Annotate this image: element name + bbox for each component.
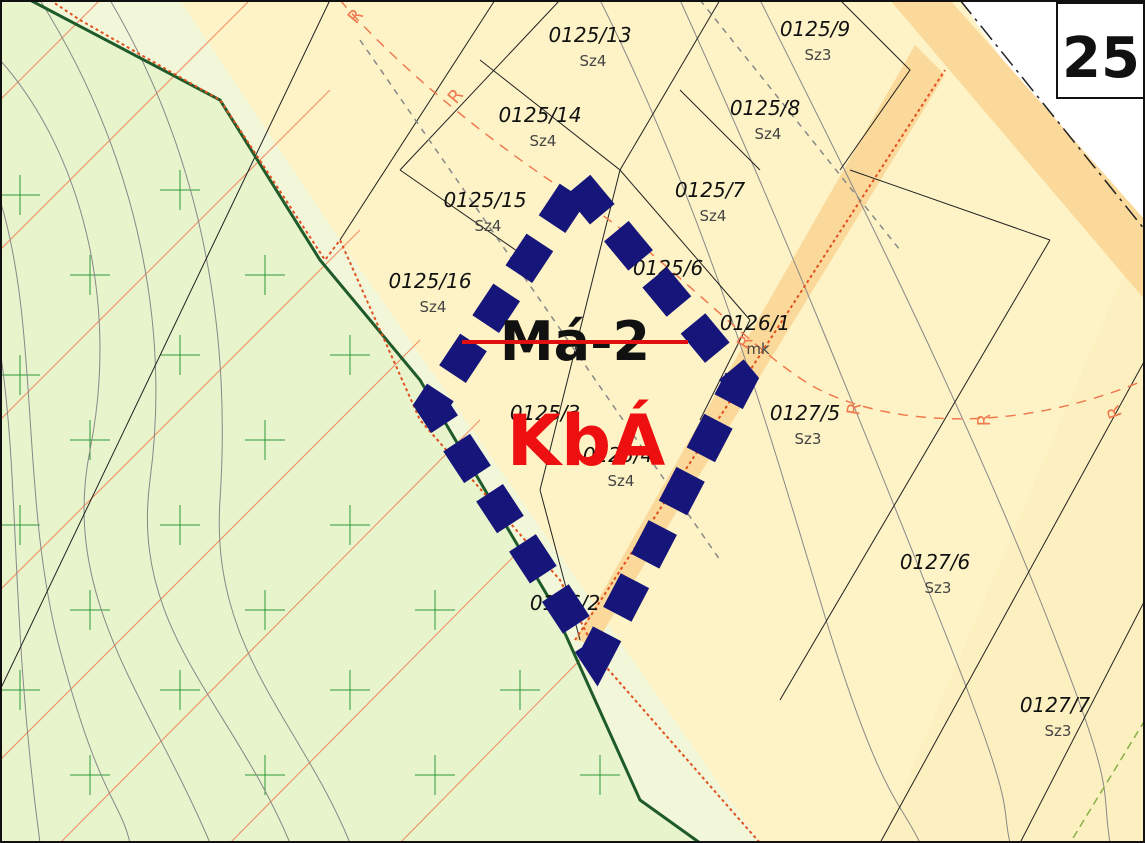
parcel-id: 0125/8: [730, 96, 800, 120]
parcel-code: Sz4: [755, 125, 782, 143]
parcel-id: 0127/5: [770, 401, 840, 425]
parcel-code: Sz4: [580, 52, 607, 70]
map-number: 25.: [1062, 26, 1145, 91]
route-label: R: [974, 414, 995, 427]
parcel-code: Sz3: [1045, 722, 1072, 740]
parcel-id: 0125/9: [780, 17, 850, 41]
parcel-id: 0125/13: [548, 23, 631, 47]
parcel-code: Sz4: [530, 132, 557, 150]
parcel-id: 0127/7: [1020, 693, 1091, 717]
zone-new: KbÁ: [507, 400, 666, 482]
parcel-id: 0125/7: [675, 178, 746, 202]
parcel-code: Sz3: [795, 430, 822, 448]
parcel-code: Sz3: [805, 46, 832, 64]
parcel-id: 0125/14: [498, 103, 581, 127]
parcel-code: Sz4: [700, 207, 727, 225]
parcel-id: 0126/1: [720, 311, 790, 335]
parcel-id: 0125/15: [443, 188, 526, 212]
parcel-code: Sz4: [475, 217, 502, 235]
parcel-code: Sz3: [925, 579, 952, 597]
parcel-id: 0125/16: [388, 269, 471, 293]
parcel-id: 0127/6: [900, 550, 970, 574]
map: 0125/13 Sz4 0125/9 Sz3 0125/14 Sz4 0125/8 Sz4 01…: [0, 0, 1145, 843]
parcel-code: Sz4: [420, 298, 447, 316]
